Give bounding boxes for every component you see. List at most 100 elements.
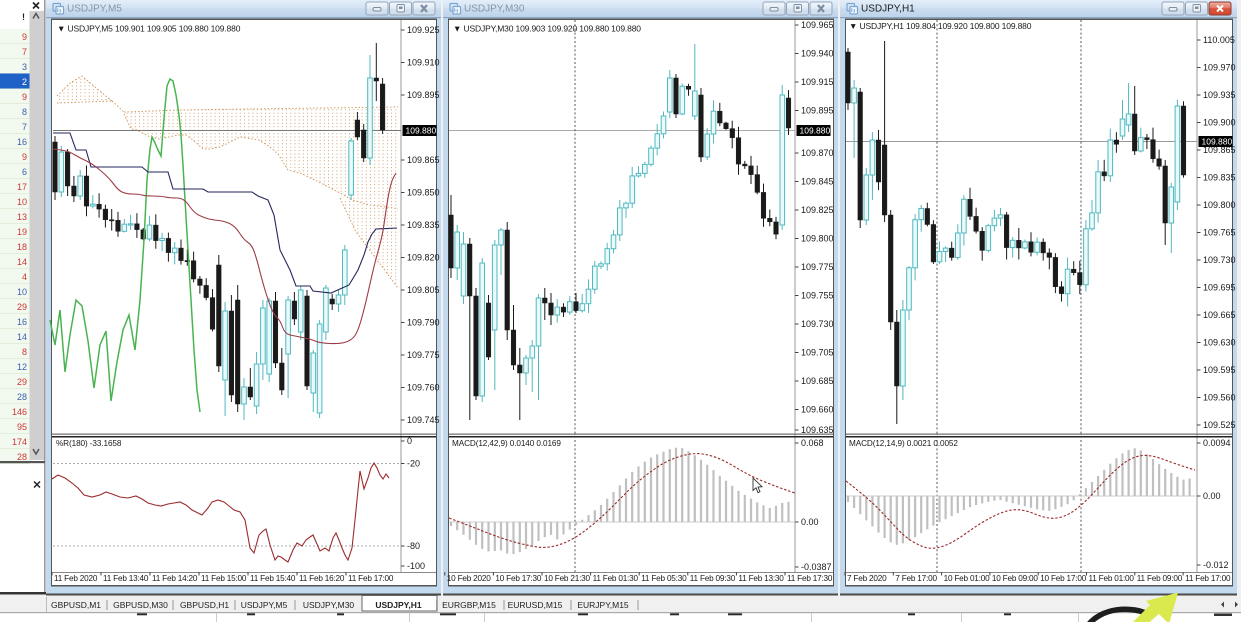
svg-text:109.935: 109.935 (1203, 90, 1236, 100)
svg-text:109.880: 109.880 (1202, 137, 1233, 147)
svg-text:11 Feb 15:00: 11 Feb 15:00 (201, 574, 247, 583)
svg-text:USDJPY,M5: USDJPY,M5 (241, 600, 288, 610)
svg-text:14: 14 (17, 257, 27, 267)
svg-text:▼ USDJPY,M30 109.903 109.920: ▼ USDJPY,M30 109.903 109.920 109.880 109… (453, 24, 641, 34)
svg-text:11 Feb 09:30: 11 Feb 09:30 (690, 574, 736, 583)
svg-text:3: 3 (22, 62, 27, 72)
svg-text:109.745: 109.745 (407, 415, 440, 425)
svg-text:-0.0387: -0.0387 (801, 562, 832, 572)
svg-text:109.760: 109.760 (407, 383, 440, 393)
svg-text:109.685: 109.685 (801, 376, 834, 386)
svg-text:9: 9 (22, 152, 27, 162)
svg-text:11 Feb 2020: 11 Feb 2020 (54, 574, 98, 583)
svg-text:10: 10 (17, 287, 27, 297)
svg-text:11 Feb 14:20: 11 Feb 14:20 (152, 574, 198, 583)
svg-text:▼ USDJPY,M5 109.901 109.905 1: ▼ USDJPY,M5 109.901 109.905 109.880 109.… (57, 24, 241, 34)
svg-text:-20: -20 (407, 459, 420, 469)
svg-text:▼ USDJPY,H1 109.804 109.920 1: ▼ USDJPY,H1 109.804 109.920 109.800 109.… (849, 21, 1032, 31)
svg-text:109.800: 109.800 (801, 234, 834, 244)
svg-text:109.845: 109.845 (801, 177, 834, 187)
svg-text:2: 2 (22, 77, 27, 87)
svg-text:0.068: 0.068 (801, 438, 824, 448)
svg-text:109.895: 109.895 (407, 90, 440, 100)
svg-text:109.805: 109.805 (407, 285, 440, 295)
svg-text:109.525: 109.525 (1203, 420, 1236, 430)
svg-text:109.820: 109.820 (407, 253, 440, 263)
svg-text:MACD(12,42,9) 0.0140 0.0169: MACD(12,42,9) 0.0140 0.0169 (452, 439, 561, 448)
svg-text:174: 174 (12, 437, 27, 447)
svg-text:109.915: 109.915 (801, 77, 834, 87)
svg-text:109.835: 109.835 (1203, 173, 1236, 183)
svg-text:GBPUSD,M1: GBPUSD,M1 (51, 600, 101, 610)
svg-text:USDJPY,H1: USDJPY,H1 (861, 4, 915, 15)
svg-text:109.560: 109.560 (1203, 393, 1236, 403)
svg-text:%R(180) -33.1658: %R(180) -33.1658 (56, 439, 122, 448)
svg-text:109.895: 109.895 (801, 106, 834, 116)
svg-text:109.775: 109.775 (407, 350, 440, 360)
svg-text:11 Feb 05:30: 11 Feb 05:30 (641, 574, 687, 583)
svg-text:14: 14 (17, 332, 27, 342)
svg-text:EURUSD,M15: EURUSD,M15 (508, 600, 563, 610)
svg-text:MACD(12,14,9) 0.0021 0.0052: MACD(12,14,9) 0.0021 0.0052 (849, 439, 958, 448)
svg-text:9: 9 (22, 32, 27, 42)
svg-text:11 Feb 01:30: 11 Feb 01:30 (593, 574, 639, 583)
svg-text:8: 8 (22, 347, 27, 357)
svg-text:!: ! (22, 12, 25, 22)
svg-text:109.865: 109.865 (1203, 145, 1236, 155)
svg-text:109.660: 109.660 (801, 405, 834, 415)
svg-text:-0.012: -0.012 (1203, 560, 1229, 570)
svg-text:0.0094: 0.0094 (1203, 438, 1231, 448)
svg-text:7 Feb 2020: 7 Feb 2020 (847, 574, 887, 583)
svg-text:28: 28 (17, 392, 27, 402)
svg-text:109.800: 109.800 (1203, 200, 1236, 210)
svg-text:109.730: 109.730 (1203, 255, 1236, 265)
svg-text:95: 95 (17, 422, 27, 432)
svg-text:29: 29 (17, 377, 27, 387)
svg-text:110.005: 110.005 (1203, 35, 1235, 45)
svg-text:USDJPY,M30: USDJPY,M30 (303, 600, 355, 610)
svg-text:109.970: 109.970 (1203, 63, 1236, 73)
svg-text:109.730: 109.730 (801, 319, 834, 329)
svg-text:109.755: 109.755 (801, 291, 834, 301)
svg-text:10 Feb 21:30: 10 Feb 21:30 (544, 574, 591, 583)
svg-text:109.870: 109.870 (801, 148, 834, 158)
svg-text:USDJPY,H1: USDJPY,H1 (375, 600, 422, 610)
svg-text:7: 7 (22, 122, 27, 132)
svg-text:16: 16 (17, 317, 27, 327)
svg-text:0.00: 0.00 (801, 517, 819, 527)
svg-text:11 Feb 17:30: 11 Feb 17:30 (787, 574, 833, 583)
svg-text:USDJPY,M30: USDJPY,M30 (464, 4, 525, 15)
svg-text:109.665: 109.665 (1203, 310, 1236, 320)
svg-text:17: 17 (17, 182, 27, 192)
svg-text:11 Feb 13:40: 11 Feb 13:40 (103, 574, 149, 583)
svg-text:11 Feb 13:30: 11 Feb 13:30 (738, 574, 784, 583)
svg-text:109.940: 109.940 (801, 49, 834, 59)
svg-text:6: 6 (22, 167, 27, 177)
svg-text:10 Feb 2020: 10 Feb 2020 (447, 574, 491, 583)
svg-text:11 Feb 15:40: 11 Feb 15:40 (250, 574, 296, 583)
svg-text:109.630: 109.630 (1203, 338, 1236, 348)
svg-text:109.825: 109.825 (801, 205, 834, 215)
svg-text:16: 16 (17, 137, 27, 147)
svg-text:109.865: 109.865 (407, 155, 440, 165)
svg-text:109.965: 109.965 (801, 20, 834, 30)
svg-text:109.910: 109.910 (407, 58, 440, 68)
svg-text:EURGBP,M15: EURGBP,M15 (442, 600, 496, 610)
svg-text:13: 13 (17, 212, 27, 222)
svg-text:9: 9 (22, 92, 27, 102)
svg-text:109.850: 109.850 (407, 188, 440, 198)
svg-text:12: 12 (17, 362, 27, 372)
svg-text:-80: -80 (407, 541, 420, 551)
svg-text:10 Feb 17:30: 10 Feb 17:30 (495, 574, 542, 583)
svg-text:29: 29 (17, 302, 27, 312)
svg-text:19: 19 (17, 227, 27, 237)
svg-text:10 Feb 01:00: 10 Feb 01:00 (944, 574, 991, 583)
svg-text:109.880: 109.880 (800, 126, 831, 136)
svg-text:7 Feb 17:00: 7 Feb 17:00 (895, 574, 937, 583)
svg-text:109.880: 109.880 (406, 126, 437, 136)
svg-text:GBPUSD,M30: GBPUSD,M30 (113, 600, 168, 610)
svg-text:28: 28 (17, 452, 27, 462)
svg-text:USDJPY,M5: USDJPY,M5 (67, 4, 122, 15)
svg-text:11 Feb 09:00: 11 Feb 09:00 (1137, 574, 1183, 583)
svg-text:18: 18 (17, 242, 27, 252)
